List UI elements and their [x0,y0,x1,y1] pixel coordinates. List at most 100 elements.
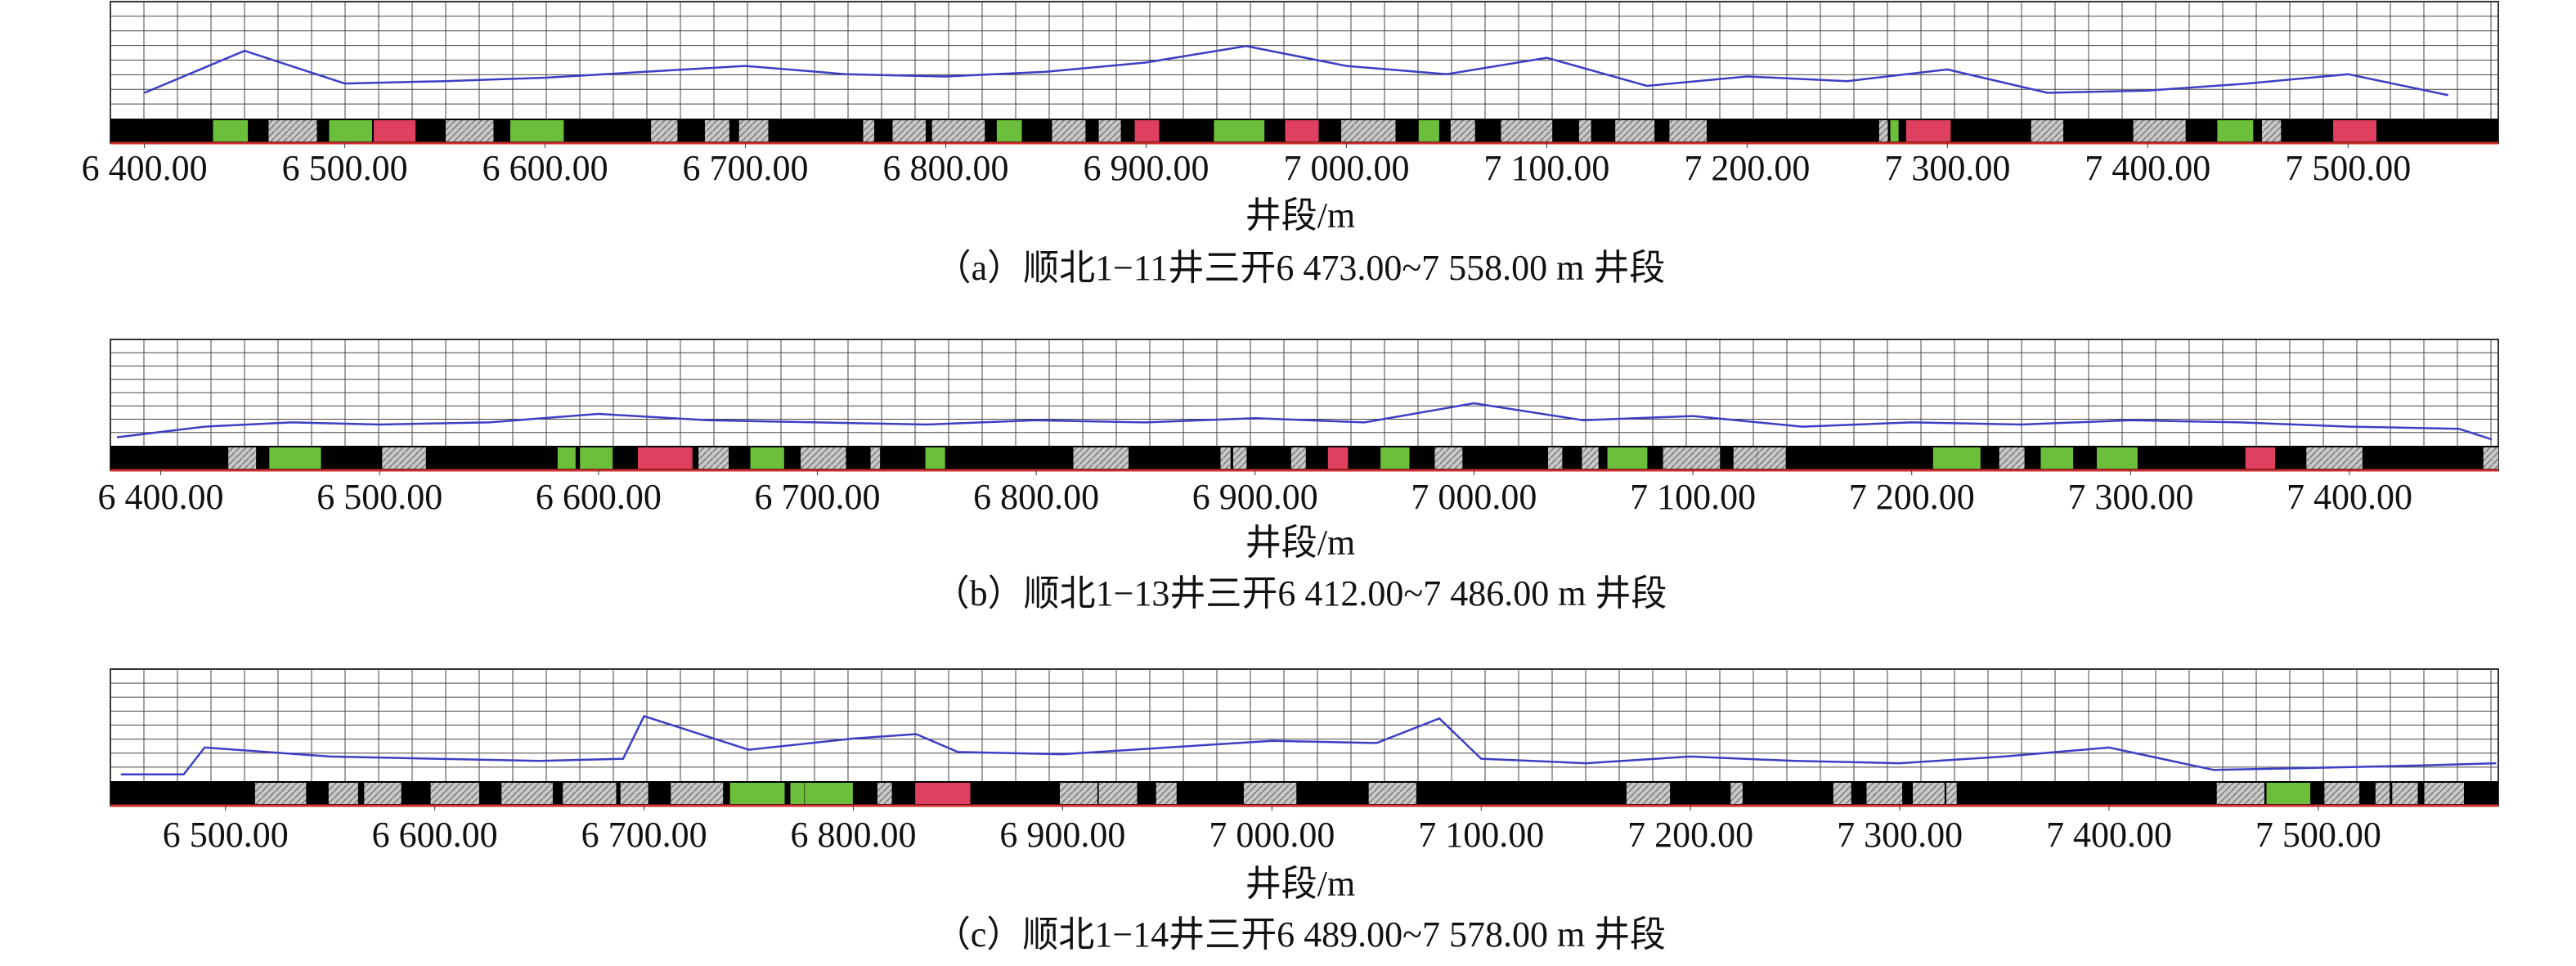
caption: （b）顺北1−13井三开6 412.00~7 486.00 m 井段 [934,573,1667,613]
lithology-segment [1073,447,1129,469]
lithology-segment [2216,783,2264,804]
lithology-segment [1548,447,1563,469]
x-tick-label: 6 700.00 [754,477,880,517]
lithology-segment [382,447,426,469]
x-tick-label: 6 400.00 [82,148,208,188]
x-tick-label: 6 400.00 [98,477,224,517]
x-tick-label: 7 400.00 [2287,477,2412,517]
lithology-segment [805,783,853,804]
lithology-segment [704,120,729,142]
lithology-segment [1663,447,1721,469]
lithology-segment [1730,783,1743,804]
x-tick-label: 6 600.00 [372,815,498,855]
lithology-segment [925,447,945,469]
lithology-segment [329,120,372,142]
lithology-segment [557,447,576,469]
lithology-segment [1582,447,1599,469]
x-tick-label: 7 200.00 [1684,148,1810,188]
lithology-segment [1098,783,1138,804]
lithology-segment [1626,783,1671,804]
lithology-segment [563,783,617,804]
lithology-segment [790,783,805,804]
x-tick-label: 6 700.00 [581,815,707,855]
lithology-segment [1578,120,1591,142]
lithology-segment [1999,447,2025,469]
lithology-segment [2324,783,2360,804]
lithology-segment [996,120,1022,142]
x-tick-label: 7 200.00 [1627,815,1753,855]
lithology-segment [2424,783,2464,804]
x-tick-label: 7 300.00 [2067,477,2193,517]
x-tick-label: 6 500.00 [163,815,289,855]
lithology-segment [1232,447,1247,469]
lithology-segment [2261,120,2282,142]
lithology-segment [863,120,875,142]
lithology-segment [1214,120,1265,142]
lithology-segment [1669,120,1708,142]
x-tick-label: 6 500.00 [316,477,442,517]
lithology-segment [1912,783,1945,804]
lithology-segment [877,783,892,804]
lithology-segment [1098,120,1121,142]
lithology-segment [580,447,613,469]
x-tick-label: 6 600.00 [482,148,608,188]
lithology-segment [2483,447,2498,469]
caption: （a）顺北1−11井三开6 473.00~7 558.00 m 井段 [936,248,1666,288]
lithology-segment [2333,120,2376,142]
lithology-segment [1418,120,1439,142]
lithology-segment [1450,120,1475,142]
lithology-segment [637,447,693,469]
lithology-segment [801,447,846,469]
x-axis-label: 井段/m [1245,523,1355,563]
lithology-segment [750,447,784,469]
caption: （c）顺北1−14井三开6 489.00~7 578.00 m 井段 [935,914,1666,955]
lithology-segment [1285,120,1319,142]
lithology-segment [1156,783,1177,804]
lithology-segment [931,120,985,142]
x-tick-label: 6 700.00 [683,148,809,188]
x-tick-label: 7 000.00 [1283,148,1409,188]
lithology-segment [1866,783,1903,804]
x-tick-label: 6 900.00 [999,815,1125,855]
lithology-segment [1890,120,1899,142]
x-tick-label: 7 400.00 [2046,815,2172,855]
x-tick-label: 7 300.00 [1884,148,2010,188]
lithology-segment [446,120,494,142]
log-curve [116,402,2493,441]
lithology-segment [2266,783,2311,804]
lithology-segment [892,120,926,142]
lithology-segment [870,447,881,469]
lithology-segment [729,783,785,804]
x-tick-label: 7 300.00 [1837,815,1963,855]
lithology-segment [651,120,678,142]
lithology-segment [1220,447,1231,469]
x-axis-label: 井段/m [1245,195,1355,236]
lithology-segment [268,120,317,142]
x-tick-label: 6 800.00 [791,815,917,855]
lithology-segment [1380,447,1410,469]
lithology-segment [2133,120,2186,142]
lithology-segment [1368,783,1416,804]
log-curve [120,714,2497,776]
x-tick-label: 7 200.00 [1849,477,1975,517]
lithology-segment [1052,120,1086,142]
lithology-segment [1501,120,1553,142]
log-curve [144,45,2449,97]
lithology-segment [509,120,564,142]
lithology-segment [2040,447,2074,469]
lithology-segment [254,783,307,804]
lithology-segment [1607,447,1648,469]
lithology-segment [2392,783,2418,804]
lithology-segment [2245,447,2275,469]
lithology-segment [430,783,479,804]
lithology-segment [1615,120,1655,142]
x-tick-label: 6 900.00 [1083,148,1209,188]
lithology-segment [698,447,729,469]
lithology-segment [620,783,648,804]
x-tick-label: 7 100.00 [1630,477,1756,517]
lithology-segment [1060,783,1097,804]
lithology-segment [2097,447,2138,469]
lithology-segment [1290,447,1306,469]
x-tick-label: 6 500.00 [282,148,408,188]
